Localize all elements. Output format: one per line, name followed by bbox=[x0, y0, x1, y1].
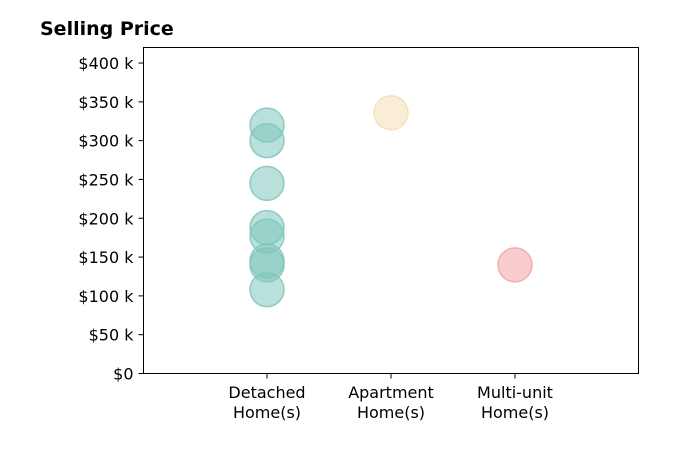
data-point bbox=[249, 165, 285, 202]
data-points bbox=[249, 94, 533, 308]
x-tick-label: Apartment bbox=[348, 383, 434, 402]
x-tick-label: Home(s) bbox=[481, 403, 549, 422]
y-tick-label: $0 bbox=[113, 365, 133, 384]
y-tick-label: $300 k bbox=[78, 132, 134, 151]
x-axis: DetachedHome(s)ApartmentHome(s)Multi-uni… bbox=[228, 373, 553, 422]
y-axis: $0 $50 k $100 k $150 k $200 k $250 k $300 k $35… bbox=[78, 54, 144, 384]
y-tick-label: $350 k bbox=[78, 93, 134, 112]
x-tick-label: Home(s) bbox=[233, 403, 301, 422]
y-tick-label: $400 k bbox=[78, 54, 134, 73]
y-tick-label: $50 k bbox=[89, 326, 135, 345]
data-point bbox=[497, 247, 533, 283]
x-tick-label: Multi-unit bbox=[477, 383, 553, 402]
x-tick-label: Detached bbox=[228, 383, 305, 402]
data-point bbox=[373, 94, 409, 131]
data-point bbox=[249, 122, 285, 159]
x-tick-label: Home(s) bbox=[357, 403, 425, 422]
data-point bbox=[249, 271, 285, 308]
y-tick-label: $150 k bbox=[78, 248, 134, 267]
chart-title: Selling Price bbox=[40, 18, 174, 40]
y-tick-label: $200 k bbox=[78, 209, 134, 228]
y-tick-label: $100 k bbox=[78, 287, 134, 306]
plot-frame bbox=[143, 47, 639, 374]
y-tick-label: $250 k bbox=[78, 170, 134, 189]
